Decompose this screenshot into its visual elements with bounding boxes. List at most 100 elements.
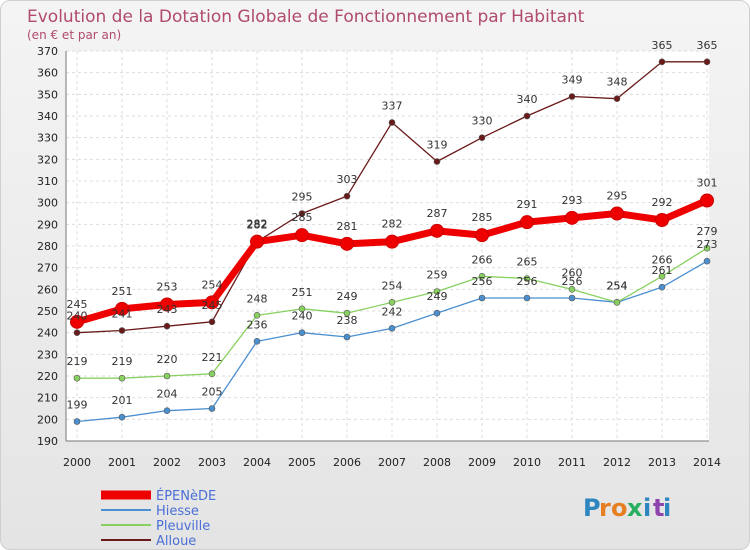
data-point — [568, 93, 576, 100]
data-point — [205, 295, 219, 310]
data-point — [520, 215, 534, 230]
y-tick-label: 270 — [37, 262, 58, 275]
data-label: 245 — [202, 299, 223, 312]
data-label: 253 — [157, 281, 178, 294]
data-label: 265 — [517, 256, 538, 269]
data-label: 340 — [517, 93, 538, 106]
data-point — [475, 228, 489, 243]
logo-letter: i — [643, 494, 651, 522]
data-label: 219 — [67, 355, 88, 368]
data-label: 199 — [67, 399, 88, 412]
data-point — [73, 418, 81, 425]
data-label: 204 — [157, 388, 178, 401]
data-point — [478, 273, 486, 280]
data-label: 273 — [697, 238, 718, 251]
data-label: 240 — [67, 310, 88, 323]
data-point — [163, 322, 171, 330]
data-label: 256 — [472, 275, 493, 288]
data-point — [655, 213, 669, 227]
data-label: 219 — [112, 355, 133, 368]
data-point — [208, 370, 216, 378]
data-point — [388, 119, 396, 126]
data-point — [433, 288, 441, 295]
legend-label: Alloue — [156, 534, 196, 549]
data-label: 254 — [382, 279, 403, 292]
data-point — [160, 297, 174, 312]
y-tick-label: 240 — [37, 327, 58, 340]
y-tick-label: 250 — [37, 305, 58, 318]
data-label: 240 — [292, 310, 313, 323]
data-point — [343, 333, 351, 341]
data-label: 282 — [247, 219, 268, 232]
data-label: 301 — [697, 177, 718, 190]
y-tick-label: 280 — [37, 240, 58, 253]
data-label: 220 — [157, 353, 178, 366]
data-label: 281 — [337, 220, 358, 233]
x-tick-label: 2001 — [108, 456, 136, 469]
legend-label: ÉPENèDE — [156, 488, 216, 504]
data-point — [298, 305, 306, 313]
data-label: 254 — [607, 279, 628, 292]
data-point — [295, 228, 309, 243]
x-tick-label: 2009 — [468, 456, 496, 469]
data-label: 241 — [112, 308, 133, 321]
x-tick-label: 2005 — [288, 456, 316, 469]
y-tick-label: 330 — [37, 132, 58, 145]
data-label: 348 — [607, 76, 628, 89]
data-point — [208, 405, 216, 412]
data-point — [430, 223, 444, 238]
y-tick-label: 320 — [37, 153, 58, 166]
data-point — [658, 58, 666, 66]
data-point — [478, 294, 486, 302]
data-label: 236 — [247, 318, 268, 331]
data-label: 256 — [517, 275, 538, 288]
data-label: 293 — [562, 194, 583, 207]
y-tick-label: 200 — [37, 413, 58, 426]
data-label: 287 — [427, 207, 448, 220]
data-point — [208, 318, 216, 326]
data-point — [565, 210, 579, 225]
data-point — [703, 58, 711, 66]
data-point — [250, 234, 264, 249]
data-point — [658, 273, 666, 280]
data-point — [700, 193, 714, 208]
data-label: 256 — [562, 275, 583, 288]
data-point — [73, 374, 81, 382]
proxiti-logo: Pr o x i ti — [583, 494, 671, 522]
data-label: 266 — [652, 253, 673, 266]
x-tick-label: 2008 — [423, 456, 451, 469]
data-label: 248 — [247, 292, 268, 305]
data-label: 243 — [157, 303, 178, 316]
data-label: 330 — [472, 115, 493, 128]
chart-title: Evolution de la Dotation Globale de Fonc… — [27, 7, 585, 27]
data-label: 365 — [697, 39, 718, 52]
logo-letter: i — [663, 494, 671, 522]
series-layer — [70, 58, 714, 425]
data-label: 303 — [337, 173, 358, 186]
data-point — [658, 283, 666, 291]
x-tick-label: 2013 — [648, 456, 676, 469]
y-tick-label: 220 — [37, 370, 58, 383]
x-tick-label: 2010 — [513, 456, 541, 469]
data-point — [703, 257, 711, 265]
data-point — [433, 309, 441, 317]
data-label: 254 — [202, 278, 223, 291]
data-label: 285 — [292, 211, 313, 224]
y-tick-label: 300 — [37, 197, 58, 210]
data-point — [163, 407, 171, 414]
x-tick-label: 2003 — [198, 456, 226, 469]
data-label: 249 — [427, 290, 448, 303]
data-label: 260 — [562, 266, 583, 279]
data-point — [523, 275, 531, 282]
data-label: 266 — [472, 253, 493, 266]
y-tick-label: 260 — [37, 283, 58, 296]
data-label: 238 — [337, 314, 358, 327]
data-label: 242 — [382, 305, 403, 318]
data-point — [523, 112, 531, 120]
x-tick-label: 2014 — [693, 456, 721, 469]
x-tick-label: 2004 — [243, 456, 271, 469]
data-label: 349 — [562, 74, 583, 87]
data-label: 337 — [382, 100, 403, 113]
data-point — [388, 299, 396, 306]
